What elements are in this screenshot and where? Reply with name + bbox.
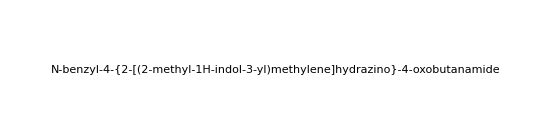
Text: N-benzyl-4-{2-[(2-methyl-1H-indol-3-yl)methylene]hydrazino}-4-oxobutanamide: N-benzyl-4-{2-[(2-methyl-1H-indol-3-yl)m…	[51, 65, 500, 75]
